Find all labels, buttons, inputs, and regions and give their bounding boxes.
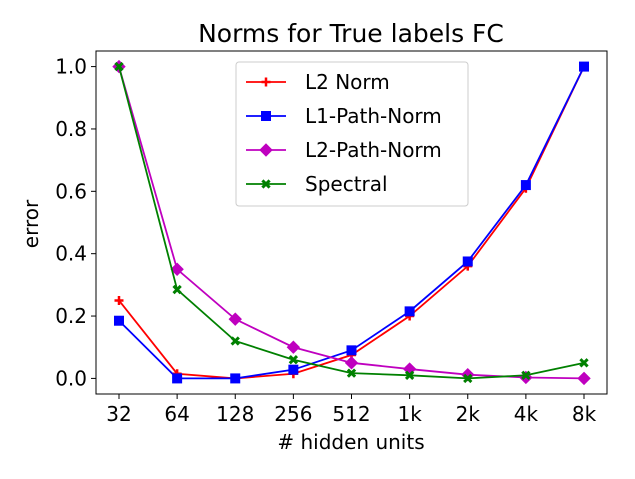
legend-label: L1-Path-Norm	[305, 104, 442, 128]
data-point	[228, 312, 242, 326]
x-tick-label: 32	[106, 402, 131, 426]
data-point	[521, 370, 531, 380]
plot-area: 0.0 0.2 0.4 0.6 0.8 1.0 32 64 128 256 512 1k 2k 4k 8k	[55, 50, 608, 426]
data-point	[286, 340, 301, 354]
y-tick-label: 0.4	[55, 242, 87, 266]
data-point	[344, 356, 359, 370]
y-tick-label: 0.0	[55, 366, 87, 390]
data-point	[404, 370, 415, 380]
x-tick-label: 64	[164, 402, 189, 426]
x-tick-label: 8k	[572, 402, 597, 426]
y-tick-label: 1.0	[55, 55, 87, 79]
data-point	[172, 373, 183, 384]
legend-marker	[261, 77, 271, 87]
legend-marker	[259, 143, 273, 157]
data-point	[288, 355, 299, 365]
legend-label: Spectral	[305, 172, 388, 196]
chart-title: Norms for True labels FC	[198, 19, 504, 48]
x-tick-label: 256	[274, 402, 312, 426]
series-1	[113, 61, 590, 384]
legend-label: L2 Norm	[305, 70, 390, 94]
data-point	[577, 371, 591, 386]
data-point	[346, 345, 357, 356]
legend-item: L1-Path-Norm	[246, 104, 442, 128]
data-point	[113, 315, 124, 326]
legend-label: L2-Path-Norm	[305, 138, 442, 162]
legend-marker	[261, 111, 271, 121]
x-tick-label: 4k	[514, 402, 539, 426]
data-point	[230, 373, 241, 384]
data-point	[346, 368, 357, 378]
y-tick-label: 0.6	[55, 179, 87, 203]
data-point	[114, 61, 124, 72]
data-point	[520, 180, 531, 191]
legend-marker	[261, 179, 271, 189]
data-point	[579, 358, 589, 368]
x-tick-label: 2k	[456, 402, 481, 426]
x-tick-label: 512	[332, 402, 370, 426]
data-point	[170, 262, 184, 276]
data-point	[463, 373, 473, 384]
series-3	[114, 61, 589, 384]
legend-box	[235, 61, 469, 207]
y-tick-label: 0.2	[55, 304, 87, 328]
x-tick-label: 1k	[397, 402, 422, 426]
data-point	[579, 61, 590, 72]
legend-item: L2 Norm	[246, 70, 390, 94]
data-point	[230, 336, 240, 346]
data-point	[114, 295, 124, 305]
y-axis-label: error	[19, 199, 43, 248]
data-point	[462, 256, 473, 267]
data-point	[404, 306, 415, 317]
x-axis-label: # hidden units	[277, 430, 424, 454]
y-tick-label: 0.8	[55, 117, 87, 141]
data-point	[288, 364, 299, 375]
legend: L2 Norm L1-Path-Norm L2-Path-Norm Spectral	[235, 61, 469, 207]
legend-item: Spectral	[246, 172, 388, 196]
x-tick-label: 128	[216, 402, 254, 426]
legend-item: L2-Path-Norm	[246, 138, 442, 162]
data-point	[172, 284, 182, 295]
